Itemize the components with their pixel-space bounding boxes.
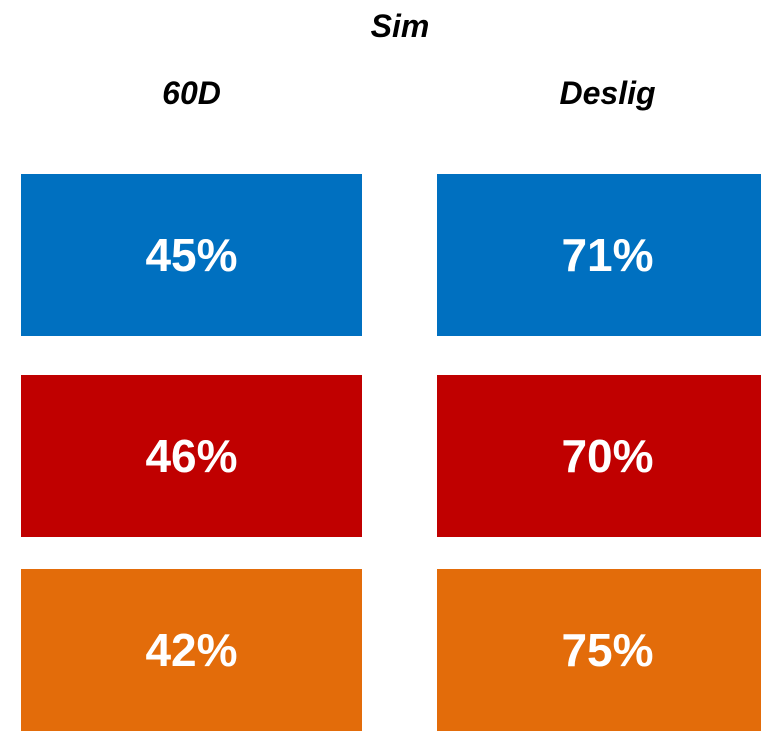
tile-orange-60d: 42%: [21, 569, 362, 731]
column-header-60d: 60D: [162, 75, 221, 111]
tile-orange-deslig: 75%: [437, 569, 761, 731]
tile-blue-deslig: 71%: [437, 174, 761, 336]
column-header-deslig: Deslig: [559, 75, 656, 111]
tile-blue-60d: 45%: [21, 174, 362, 336]
tile-red-deslig: 70%: [437, 375, 761, 537]
tile-red-60d: 46%: [21, 375, 362, 537]
page-title: Sim: [370, 8, 430, 44]
